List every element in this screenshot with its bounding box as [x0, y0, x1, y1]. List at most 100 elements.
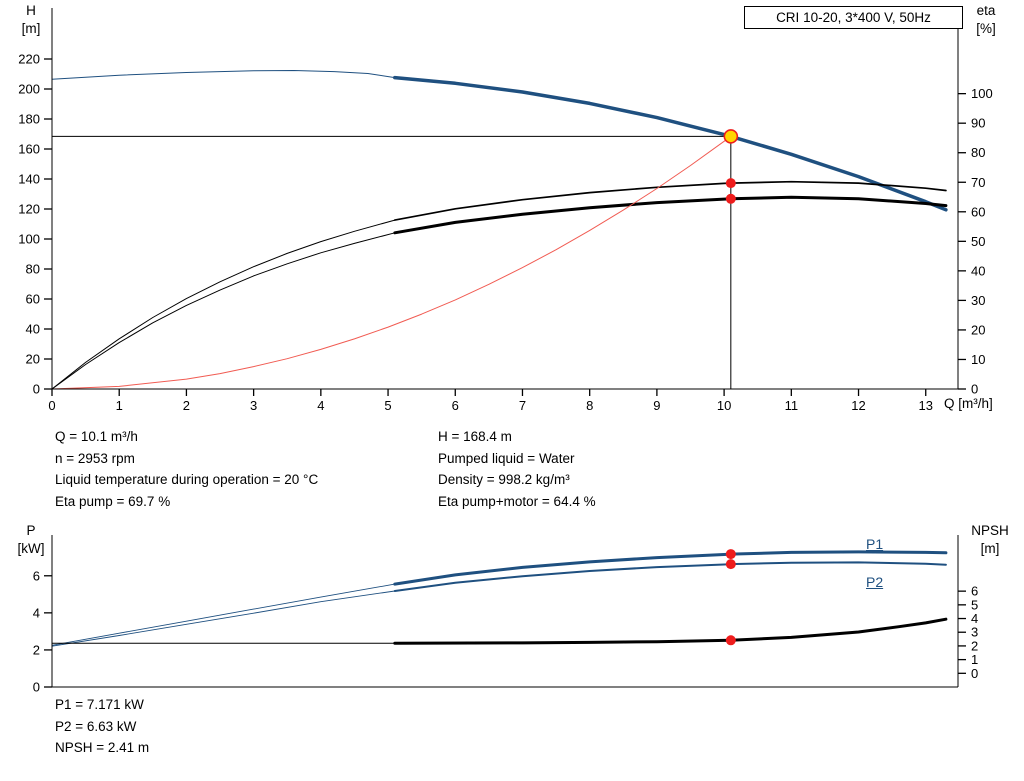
svg-text:4: 4	[317, 398, 324, 413]
duty-info-column-1: Q = 10.1 m³/h n = 2953 rpm Liquid temperat…	[55, 426, 318, 512]
svg-text:100: 100	[18, 232, 40, 247]
duty-point	[723, 129, 739, 144]
svg-text:12: 12	[851, 398, 865, 413]
svg-text:60: 60	[26, 292, 40, 307]
right-axis-ticks: 0 10 20 30 40 50 60 70 80 90 100	[958, 86, 993, 397]
pump-model-box: CRI 10-20, 3*400 V, 50Hz	[744, 6, 963, 29]
svg-text:1: 1	[116, 398, 123, 413]
series-eta-pump-extended	[51, 219, 396, 390]
h-axis-name: H	[26, 3, 36, 18]
series-system-curve	[51, 135, 732, 390]
info-line: Eta pump = 69.7 %	[55, 493, 171, 509]
svg-text:180: 180	[18, 112, 40, 127]
svg-text:2: 2	[971, 638, 978, 653]
svg-text:4: 4	[971, 611, 978, 626]
svg-text:80: 80	[26, 262, 40, 277]
duty-info-column-2: H = 168.4 m Pumped liquid = Water Density …	[438, 426, 596, 512]
svg-text:8: 8	[586, 398, 593, 413]
info-line: n = 2953 rpm	[55, 450, 135, 466]
series-eta-pump-motor-extended	[51, 232, 396, 390]
svg-text:40: 40	[971, 263, 985, 278]
svg-text:20: 20	[26, 352, 40, 367]
svg-text:5: 5	[384, 398, 391, 413]
svg-text:20: 20	[971, 322, 985, 337]
svg-text:10: 10	[717, 398, 731, 413]
series-head-curve	[393, 75, 948, 212]
npsh-axis-name: NPSH	[971, 523, 1009, 538]
svg-text:0: 0	[33, 680, 40, 695]
svg-text:50: 50	[971, 234, 985, 249]
p1-curve-label: P1	[866, 536, 884, 552]
info-line: P2 = 6.63 kW	[55, 718, 137, 734]
info-line: Pumped liquid = Water	[438, 450, 575, 466]
info-line: Density = 998.2 kg/m³	[438, 472, 570, 487]
svg-text:1: 1	[971, 652, 978, 667]
p2-point	[725, 559, 736, 570]
series-p1-curve-extended	[51, 583, 396, 646]
svg-text:140: 140	[18, 172, 40, 187]
p2-curve-label: P2	[866, 574, 884, 590]
series-p2-curve-extended	[51, 590, 396, 647]
svg-text:9: 9	[653, 398, 660, 413]
svg-text:0: 0	[971, 382, 978, 397]
left-axis-ticks: 0 20 40 60 80 100 120 140 160 180 200 220	[18, 52, 52, 397]
eta-pump-point	[725, 178, 736, 189]
series-p1-curve	[393, 550, 948, 586]
eta-pump-motor-point	[725, 193, 736, 204]
qh-eta-chart: 0204060801001201401601802002200102030405…	[18, 8, 993, 413]
info-line: Eta pump+motor = 64.4 %	[438, 493, 596, 509]
q-axis-label: Q [m³/h]	[944, 396, 993, 411]
svg-text:7: 7	[519, 398, 526, 413]
svg-text:2: 2	[183, 398, 190, 413]
svg-text:90: 90	[971, 116, 985, 131]
svg-text:0: 0	[971, 666, 978, 681]
info-line: NPSH = 2.41 m	[55, 740, 150, 755]
series-npsh-curve	[393, 617, 948, 645]
svg-text:70: 70	[971, 175, 985, 190]
svg-text:200: 200	[18, 82, 40, 97]
axis-frame	[51, 535, 959, 688]
svg-text:80: 80	[971, 145, 985, 160]
p-axis-unit: [kW]	[17, 541, 45, 556]
svg-text:160: 160	[18, 142, 40, 157]
series-p2-curve	[393, 561, 947, 592]
svg-text:0: 0	[33, 382, 40, 397]
npsh-point	[725, 635, 736, 646]
left-axis-ticks: 0 2 4 6	[33, 568, 52, 695]
svg-text:3: 3	[250, 398, 257, 413]
series-eta-pump-motor	[393, 195, 948, 235]
info-line: Liquid temperature during operation = 20…	[55, 472, 319, 487]
p1-point	[725, 549, 736, 560]
svg-text:100: 100	[971, 86, 993, 101]
svg-text:6: 6	[971, 584, 978, 599]
svg-text:6: 6	[452, 398, 459, 413]
series-head-curve-extended	[51, 70, 396, 80]
svg-text:30: 30	[971, 293, 985, 308]
svg-text:5: 5	[971, 597, 978, 612]
svg-text:40: 40	[26, 322, 40, 337]
eta-axis-name: eta	[976, 3, 996, 18]
svg-text:2: 2	[33, 642, 40, 657]
svg-text:4: 4	[33, 605, 40, 620]
h-axis-unit: [m]	[21, 21, 41, 36]
svg-text:60: 60	[971, 204, 985, 219]
info-line: H = 168.4 m	[438, 429, 512, 444]
svg-text:10: 10	[971, 352, 985, 367]
svg-text:11: 11	[785, 398, 799, 413]
p-axis-name: P	[26, 523, 36, 538]
power-info-column: P1 = 7.171 kW P2 = 6.63 kW NPSH = 2.41 m	[55, 694, 149, 759]
series-eta-pump	[393, 180, 947, 221]
eta-axis-unit: [%]	[976, 21, 996, 36]
svg-text:3: 3	[971, 625, 978, 640]
svg-text:0: 0	[48, 398, 55, 413]
axis-frame	[51, 8, 959, 390]
duty-crosshair	[52, 135, 732, 389]
npsh-axis-unit: [m]	[980, 541, 1000, 556]
svg-text:220: 220	[18, 52, 40, 67]
svg-text:120: 120	[18, 202, 40, 217]
svg-text:6: 6	[33, 568, 40, 583]
svg-text:13: 13	[919, 398, 933, 413]
